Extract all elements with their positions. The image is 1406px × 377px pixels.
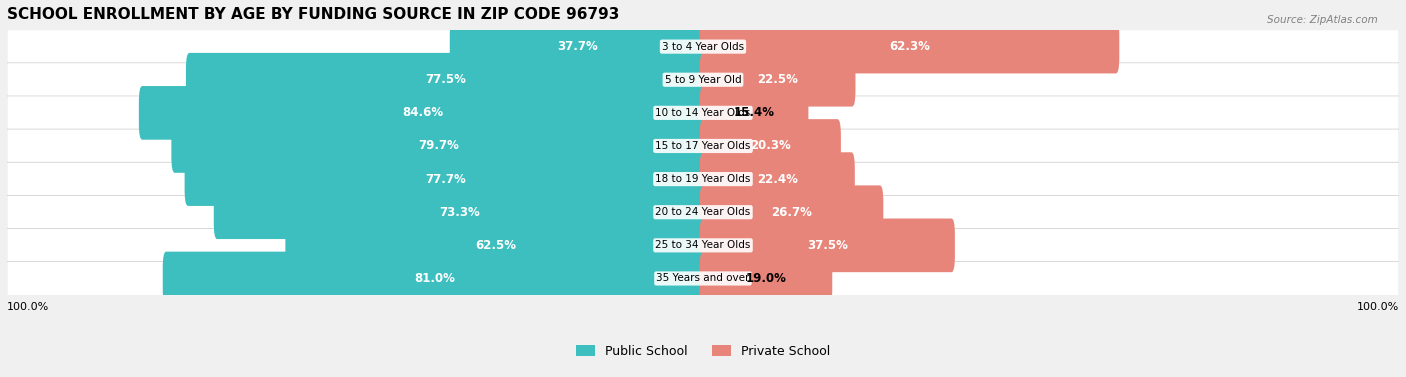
FancyBboxPatch shape: [700, 219, 955, 272]
Text: 18 to 19 Year Olds: 18 to 19 Year Olds: [655, 174, 751, 184]
Text: 25 to 34 Year Olds: 25 to 34 Year Olds: [655, 241, 751, 250]
FancyBboxPatch shape: [7, 30, 1399, 63]
FancyBboxPatch shape: [700, 251, 832, 305]
FancyBboxPatch shape: [7, 262, 1399, 295]
FancyBboxPatch shape: [700, 53, 855, 107]
Text: 62.5%: 62.5%: [475, 239, 516, 252]
FancyBboxPatch shape: [172, 119, 706, 173]
Text: 37.7%: 37.7%: [558, 40, 599, 53]
FancyBboxPatch shape: [139, 86, 706, 140]
FancyBboxPatch shape: [285, 219, 706, 272]
Text: 35 Years and over: 35 Years and over: [657, 273, 749, 284]
FancyBboxPatch shape: [7, 129, 1399, 163]
Text: 19.0%: 19.0%: [745, 272, 786, 285]
Text: 15.4%: 15.4%: [734, 106, 775, 120]
Text: 22.4%: 22.4%: [756, 173, 797, 185]
FancyBboxPatch shape: [700, 119, 841, 173]
FancyBboxPatch shape: [700, 20, 1119, 74]
Text: 79.7%: 79.7%: [419, 139, 460, 152]
Text: SCHOOL ENROLLMENT BY AGE BY FUNDING SOURCE IN ZIP CODE 96793: SCHOOL ENROLLMENT BY AGE BY FUNDING SOUR…: [7, 7, 619, 22]
FancyBboxPatch shape: [7, 228, 1399, 262]
Text: 77.5%: 77.5%: [426, 73, 467, 86]
FancyBboxPatch shape: [7, 96, 1399, 130]
Text: 20 to 24 Year Olds: 20 to 24 Year Olds: [655, 207, 751, 217]
Text: 100.0%: 100.0%: [7, 302, 49, 312]
Text: 100.0%: 100.0%: [1357, 302, 1399, 312]
Text: 37.5%: 37.5%: [807, 239, 848, 252]
Text: 62.3%: 62.3%: [889, 40, 929, 53]
Text: 77.7%: 77.7%: [425, 173, 465, 185]
FancyBboxPatch shape: [700, 86, 808, 140]
FancyBboxPatch shape: [450, 20, 706, 74]
Text: 5 to 9 Year Old: 5 to 9 Year Old: [665, 75, 741, 85]
Text: 15 to 17 Year Olds: 15 to 17 Year Olds: [655, 141, 751, 151]
Legend: Public School, Private School: Public School, Private School: [571, 340, 835, 363]
Text: 3 to 4 Year Olds: 3 to 4 Year Olds: [662, 41, 744, 52]
FancyBboxPatch shape: [7, 195, 1399, 229]
FancyBboxPatch shape: [214, 185, 706, 239]
Text: 73.3%: 73.3%: [440, 206, 481, 219]
Text: 22.5%: 22.5%: [758, 73, 799, 86]
FancyBboxPatch shape: [7, 162, 1399, 196]
FancyBboxPatch shape: [163, 251, 706, 305]
FancyBboxPatch shape: [7, 63, 1399, 97]
FancyBboxPatch shape: [700, 185, 883, 239]
FancyBboxPatch shape: [184, 152, 706, 206]
Text: 20.3%: 20.3%: [749, 139, 790, 152]
Text: 81.0%: 81.0%: [415, 272, 456, 285]
Text: Source: ZipAtlas.com: Source: ZipAtlas.com: [1267, 15, 1378, 25]
Text: 26.7%: 26.7%: [770, 206, 811, 219]
FancyBboxPatch shape: [186, 53, 706, 107]
FancyBboxPatch shape: [700, 152, 855, 206]
Text: 10 to 14 Year Olds: 10 to 14 Year Olds: [655, 108, 751, 118]
Text: 84.6%: 84.6%: [402, 106, 443, 120]
